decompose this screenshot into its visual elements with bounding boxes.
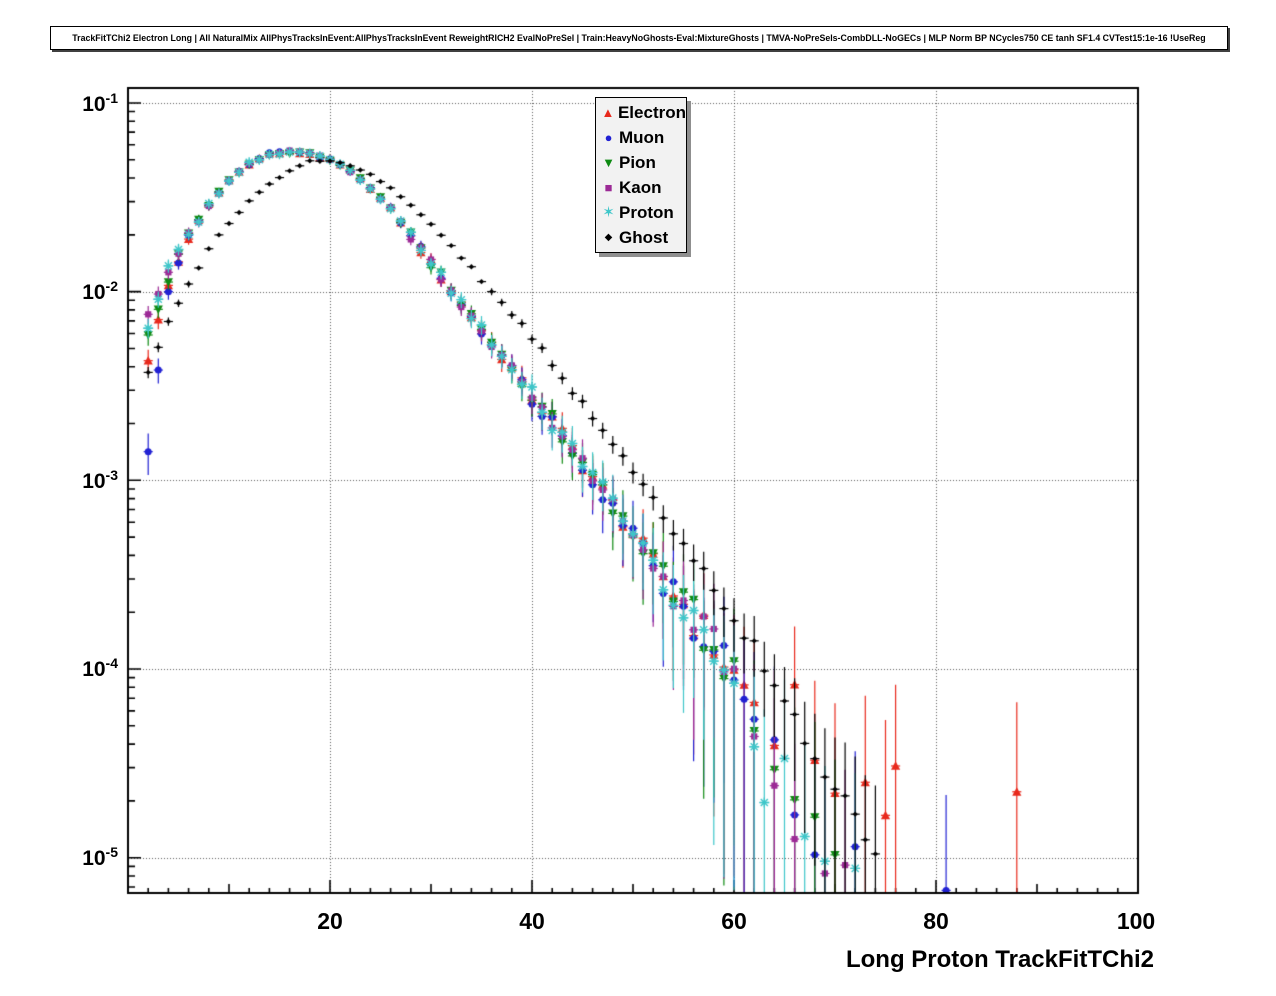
legend-label: Ghost: [619, 227, 669, 247]
electron-marker-icon: ▲: [601, 105, 615, 120]
legend: ▲ Electron ● Muon ▼ Pion ■ Kaon ✶ Proton…: [595, 97, 687, 253]
legend-label: Kaon: [619, 177, 662, 197]
legend-label: Proton: [619, 202, 674, 222]
x-tick-label-80: 80: [923, 908, 949, 934]
y-tick-label-1e-5: 10-5: [82, 844, 118, 870]
x-tick-label-100: 100: [1116, 908, 1156, 934]
legend-label: Muon: [619, 127, 665, 147]
pion-marker-icon: ▼: [602, 155, 615, 170]
ghost-marker-icon: ◆: [604, 231, 613, 243]
kaon-marker-icon: ■: [604, 180, 613, 195]
x-tick-label-60: 60: [721, 908, 747, 934]
legend-item: ▲ Electron: [600, 100, 686, 125]
legend-item: ■ Kaon: [600, 175, 686, 200]
legend-item: ▼ Pion: [600, 150, 686, 175]
plot-title: TrackFitTChi2 Electron Long | All Natura…: [72, 33, 1206, 43]
x-tick-label-20: 20: [317, 908, 343, 934]
legend-item: ✶ Proton: [600, 200, 686, 225]
y-tick-label-1e-2: 10-2: [82, 278, 118, 304]
plot-title-pave: TrackFitTChi2 Electron Long | All Natura…: [50, 26, 1228, 50]
legend-item: ● Muon: [600, 125, 686, 150]
proton-marker-icon: ✶: [602, 204, 615, 221]
legend-label: Pion: [619, 152, 656, 172]
y-tick-label-1e-4: 10-4: [82, 655, 118, 681]
legend-label: Electron: [617, 102, 686, 122]
x-tick-label-40: 40: [519, 908, 545, 934]
y-tick-label-1e-1: 10-1: [82, 90, 118, 116]
x-axis-title: Long Proton TrackFitTChi2: [845, 946, 1154, 973]
muon-marker-icon: ●: [604, 130, 613, 145]
y-tick-label-1e-3: 10-3: [82, 467, 118, 493]
legend-item: ◆ Ghost: [600, 225, 686, 250]
